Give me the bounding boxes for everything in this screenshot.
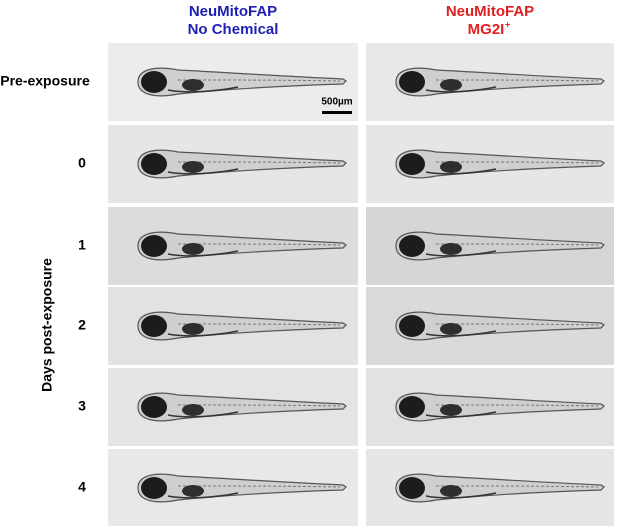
- fish-eye: [399, 396, 425, 418]
- fish-gut: [167, 86, 239, 93]
- fish-bladder: [182, 79, 204, 91]
- fish-bladder: [182, 485, 204, 497]
- row-label: 0: [78, 155, 86, 171]
- larva: [395, 311, 605, 341]
- fish-eye: [141, 153, 167, 175]
- fish-gut: [167, 492, 239, 499]
- larva: [137, 473, 347, 503]
- column-title: NeuMitoFAP: [446, 3, 534, 20]
- fish-eye: [141, 235, 167, 257]
- larva: [395, 231, 605, 261]
- fish-gut: [425, 250, 497, 257]
- fish-eye: [141, 396, 167, 418]
- fish-bladder: [440, 323, 462, 335]
- fish-eye: [399, 153, 425, 175]
- fish-gut: [425, 492, 497, 499]
- fish-eye: [399, 71, 425, 93]
- fish-bladder: [440, 79, 462, 91]
- scale-bar: [322, 111, 352, 114]
- fish-eye: [141, 477, 167, 499]
- larva: [137, 231, 347, 261]
- row-label: 2: [78, 317, 86, 333]
- fish-gut: [425, 168, 497, 175]
- larva: [137, 149, 347, 179]
- fish-bladder: [440, 243, 462, 255]
- fish-eye: [141, 315, 167, 337]
- row-label: 4: [78, 479, 86, 495]
- larva: [395, 392, 605, 422]
- fish-bladder: [182, 161, 204, 173]
- larva: [395, 67, 605, 97]
- fish-eye: [399, 477, 425, 499]
- larva: [137, 392, 347, 422]
- column-subtitle: No Chemical: [188, 21, 279, 38]
- row-label: Pre-exposure: [0, 73, 90, 89]
- column-title: NeuMitoFAP: [189, 3, 277, 20]
- fish-gut: [167, 330, 239, 337]
- larva: [395, 473, 605, 503]
- larva: [137, 67, 347, 97]
- fish-gut: [167, 411, 239, 418]
- fish-bladder: [182, 243, 204, 255]
- fish-bladder: [440, 161, 462, 173]
- fish-gut: [425, 86, 497, 93]
- fish-eye: [141, 71, 167, 93]
- row-label: 1: [78, 237, 86, 253]
- fish-eye: [399, 315, 425, 337]
- y-axis-label: Days post-exposure: [39, 258, 55, 392]
- column-subtitle: MG2I: [468, 21, 505, 38]
- fish-bladder: [182, 323, 204, 335]
- fish-gut: [167, 168, 239, 175]
- superscript: +: [505, 19, 510, 29]
- fish-eye: [399, 235, 425, 257]
- fish-gut: [425, 411, 497, 418]
- row-label: 3: [78, 398, 86, 414]
- fish-bladder: [440, 404, 462, 416]
- fish-gut: [425, 330, 497, 337]
- fish-bladder: [440, 485, 462, 497]
- larva: [137, 311, 347, 341]
- fish-bladder: [182, 404, 204, 416]
- scale-bar-label: 500µm: [321, 97, 352, 108]
- larva: [395, 149, 605, 179]
- fish-gut: [167, 250, 239, 257]
